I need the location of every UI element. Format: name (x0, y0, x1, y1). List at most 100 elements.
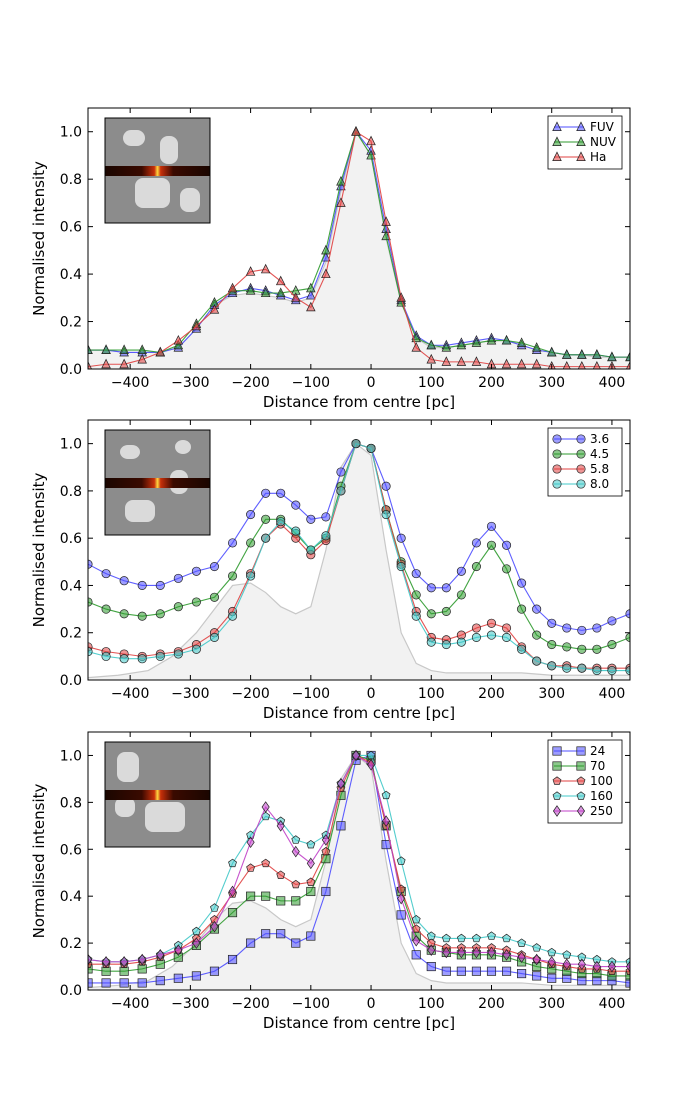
point-8.0-10 (261, 533, 271, 543)
series-Ha (88, 126, 630, 369)
x-tick-label: −400 (111, 996, 149, 1012)
point-8.0-29 (547, 661, 557, 671)
point-8.0-5 (173, 649, 183, 659)
series-250 (88, 749, 630, 973)
point-70-12 (291, 896, 301, 906)
point-4.5-9 (246, 538, 256, 548)
point-24-7 (209, 966, 220, 976)
point-3.6-23 (456, 566, 466, 576)
legend-marker-24-b (576, 746, 586, 756)
point-100-12 (291, 879, 301, 889)
chart-panel-top: −400 −300 −200 −100 0 100 200 300 400 0.0 0.2 0.4 0.… (30, 107, 631, 411)
point-24-9 (246, 938, 256, 948)
y-tick-label: 0.2 (60, 936, 82, 952)
point-3.6-15 (336, 467, 346, 477)
legend-label-5.8: 5.8 (590, 462, 609, 476)
point-4.5-8 (227, 571, 238, 581)
point-70-2 (119, 966, 129, 976)
point-250-23 (457, 946, 466, 959)
point-Ha-12 (291, 292, 301, 302)
point-24-20 (411, 950, 421, 960)
inset-thumbnail (104, 741, 211, 848)
point-NUV-10 (260, 287, 271, 298)
point-250-30 (562, 958, 571, 971)
point-NUV-1 (101, 344, 111, 354)
chart-panel-middle: −400 −300 −200 −100 0 100 200 300 400 0.0 0.2 0.4 0.… (30, 419, 631, 722)
point-3.6-26 (501, 540, 512, 550)
point-160-8 (228, 858, 237, 868)
point-Ha-15 (336, 197, 346, 207)
point-3.6-13 (306, 514, 316, 524)
series-3.6 (88, 439, 630, 635)
point-NUV-11 (275, 287, 286, 298)
point-70-3 (137, 964, 147, 974)
point-Ha-5 (173, 334, 184, 345)
y-tick-label: 0.2 (60, 315, 82, 331)
x-axis-label: Distance from centre [pc] (263, 704, 455, 722)
y-tick-label: 0.0 (60, 983, 82, 999)
legend-marker-4.5 (552, 449, 562, 459)
point-8.0-16 (351, 439, 361, 449)
axes-frame (87, 731, 631, 991)
point-NUV-30 (562, 349, 572, 359)
point-8.0-11 (276, 517, 286, 527)
point-4.5-4 (155, 609, 165, 619)
point-4.5-30 (562, 642, 572, 652)
y-tick-label: 1.0 (60, 437, 82, 453)
point-250-17 (367, 759, 376, 771)
point-4.5-20 (411, 590, 421, 600)
point-Ha-28 (531, 358, 542, 369)
point-160-17 (366, 750, 376, 760)
point-3.6-29 (547, 618, 557, 628)
point-250-5 (174, 944, 183, 956)
point-3.6-11 (276, 488, 286, 498)
x-tick-label: 300 (538, 686, 565, 702)
point-100-14 (321, 846, 331, 856)
point-3.6-31 (577, 625, 587, 635)
y-tick-label: 0.4 (60, 267, 82, 283)
point-100-13 (306, 877, 316, 886)
legend-label-FUV: FUV (590, 120, 615, 134)
legend-label-NUV: NUV (590, 135, 617, 149)
point-24-18 (381, 840, 391, 850)
point-160-27 (517, 938, 527, 947)
point-4.5-10 (261, 514, 271, 524)
y-axis-label: Normalised intensity (30, 783, 48, 938)
point-Ha-19 (396, 292, 406, 302)
legend-label-160: 160 (590, 789, 613, 803)
legend-marker-250-b (576, 805, 586, 817)
y-tick-label: 0.8 (60, 484, 82, 500)
point-4.5-32 (592, 644, 602, 654)
point-Ha-30 (562, 361, 571, 369)
point-NUV-9 (245, 285, 256, 295)
y-tick-label: 0.8 (60, 172, 82, 188)
point-24-1 (101, 978, 111, 988)
point-8.0-33 (607, 665, 617, 676)
point-160-28 (532, 943, 542, 952)
y-tick-label: 0.0 (60, 673, 82, 689)
point-NUV-15 (336, 175, 346, 186)
x-axis-label: Distance from centre [pc] (263, 1014, 455, 1032)
point-4.5-25 (486, 540, 497, 550)
point-Ha-24 (471, 356, 482, 366)
point-160-25 (487, 931, 496, 940)
point-3.6-1 (101, 569, 111, 579)
point-3.6-2 (119, 576, 129, 586)
point-3.6-14 (321, 512, 331, 522)
legend-marker-160 (552, 791, 562, 800)
point-NUV-22 (441, 342, 452, 352)
point-4.5-7 (209, 592, 220, 602)
point-NUV-0 (88, 344, 93, 354)
point-24-12 (291, 938, 301, 948)
legend-label-8.0: 8.0 (590, 477, 609, 491)
legend-marker-70 (552, 761, 562, 771)
point-8.0-13 (306, 545, 316, 555)
x-tick-label: 100 (418, 375, 445, 391)
point-Ha-16 (351, 126, 361, 136)
point-8.0-9 (246, 571, 256, 581)
point-250-0 (88, 953, 93, 966)
x-tick-label: −200 (231, 375, 269, 391)
point-250-13 (306, 857, 315, 870)
axes-frame (87, 107, 631, 370)
